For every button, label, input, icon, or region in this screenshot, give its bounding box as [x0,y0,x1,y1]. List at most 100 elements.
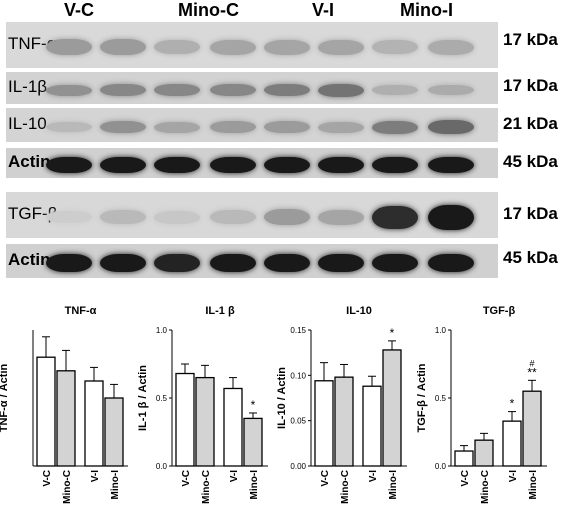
blot-band [46,254,92,272]
y-tick-label: 0.0 [435,462,447,471]
x-tick-label: V-C [320,470,331,487]
x-tick-label: Mino-C [201,470,212,504]
blot-band [210,40,256,55]
blot-band [318,40,364,55]
chart-2: IL-10 IL-10 / Actin 0.00 0.05 0.10 0.15 V-C Min… [276,305,407,504]
bar-v-i [502,420,522,467]
chart-1: IL-1 β IL-1 β / Actin 0.0 0.5 1.0 V-C Mino-C V-… [137,305,268,504]
blot-band [318,254,364,272]
blot-band [154,157,200,173]
blot-band [210,84,256,96]
blot-band [428,157,474,173]
y-tick-label: 0.5 [156,394,168,403]
blot-band [428,85,474,95]
x-tick-label: V-C [181,470,192,487]
blot-band [264,84,310,96]
blot-label-actin-1: Actin [8,152,51,171]
blot-band [154,84,200,96]
kda-il-1-beta: 17 kDa [503,76,558,95]
y-axis-label: IL-10 / Actin [276,367,288,429]
blot-band [318,122,364,133]
x-tick-label: V-C [42,470,53,487]
blot-band [372,157,418,173]
blot-il-10: IL-10 [6,108,498,142]
blot-band [428,205,474,230]
blot-label-actin-2: Actin [8,250,51,269]
blot-band [100,157,146,173]
blot-actin-1: Actin [6,148,498,178]
blot-band [318,84,364,97]
blot-band [210,157,256,173]
blot-band [372,206,418,229]
significance-marker: * [510,397,515,411]
blot-band [428,254,474,272]
chart-title: IL-1 β [205,305,235,317]
x-tick-label: V-C [460,470,471,487]
blot-actin-2: Actin [6,244,498,278]
blot-band [100,121,146,133]
x-tick-label: Mino-I [388,470,399,500]
y-axis-label: IL-1 β / Actin [137,365,149,431]
blot-band [210,254,256,272]
y-axis-label: TGF-β / Actin [416,363,428,432]
bar-v-i [223,387,243,467]
blot-band [100,84,146,96]
bar-v-c [175,372,195,467]
blot-band [264,40,310,55]
x-tick-label: Mino-I [528,470,539,500]
kda-tgf-beta: 17 kDa [503,204,558,223]
blot-band [210,121,256,133]
blot-band [210,210,256,224]
bar-mino-c [56,370,76,467]
blot-band [318,157,364,173]
x-tick-label: Mino-C [340,470,351,504]
lane-label-mino-c: Mino-C [178,0,239,20]
blot-band [264,209,310,225]
chart-3: TGF-β TGF-β / Actin 0.0 0.5 1.0 V-C Mino-C * V-I… [416,305,547,504]
blot-band [46,211,92,223]
y-tick-label: 0.0 [156,462,168,471]
y-tick-label: 0.5 [435,394,447,403]
blot-band [100,254,146,272]
kda-tnf-alpha: 17 kDa [503,30,558,49]
significance-marker: # [529,358,534,368]
x-tick-label: Mino-I [110,470,121,500]
chart-0: TNF-α TNF-α / Actin V-C Mino-C V-I Mino-I [0,305,128,504]
x-tick-label: V-I [90,470,101,482]
bar-mino-c [474,439,494,467]
blot-band [154,211,200,224]
blot-band [372,254,418,272]
bar-v-c [314,380,334,467]
y-tick-label: 0.10 [290,371,306,380]
blot-il-1-beta: IL-1β [6,72,498,104]
bar-v-i [362,385,382,467]
significance-marker: * [251,398,256,412]
x-tick-label: V-I [229,470,240,482]
blot-band [154,40,200,54]
blot-band [46,39,92,55]
blot-band [264,157,310,173]
significance-marker: ** [527,365,537,379]
lane-label-mino-i: Mino-I [400,0,453,20]
bar-mino-i [104,397,124,467]
blot-band [46,85,92,96]
y-tick-label: 0.05 [290,417,306,426]
bar-mino-c [195,376,215,467]
x-tick-label: Mino-I [249,470,260,500]
blot-band [372,121,418,134]
chart-title: TGF-β [483,305,516,317]
blot-band [372,85,418,95]
blot-label-tgf-beta: TGF-β [8,204,58,223]
blot-band [428,40,474,55]
y-tick-label: 0.00 [290,462,306,471]
y-axis-label: TNF-α / Actin [0,363,10,432]
bar-mino-i [382,349,402,467]
kda-actin-1: 45 kDa [503,152,558,171]
blot-label-il-10: IL-10 [8,114,47,133]
bar-v-i [84,380,104,467]
y-tick-label: 1.0 [435,326,447,335]
bar-mino-i [243,417,263,467]
kda-il-10: 21 kDa [503,114,558,133]
bar-mino-i [522,390,542,467]
